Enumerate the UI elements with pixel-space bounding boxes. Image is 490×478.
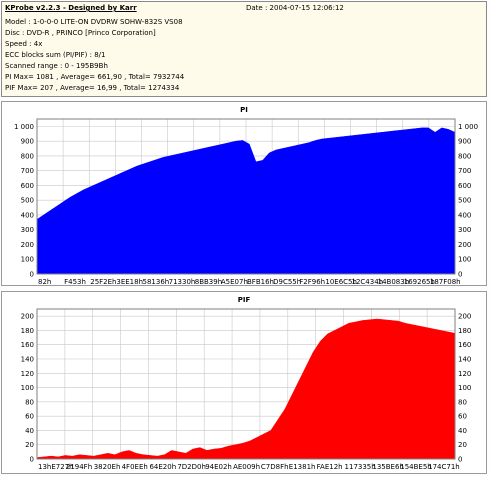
x-tick-label: 7D2D0h (177, 463, 206, 471)
y-tick-label: 160 (21, 341, 34, 349)
y-tick-label: 0 (30, 271, 34, 279)
x-tick-label: 25F2Eh (90, 278, 116, 286)
y-tick-label-right: 200 (458, 241, 471, 249)
y-tick-label-right: 800 (458, 152, 471, 160)
pif-stats: PIF Max= 207 , Average= 16,99 , Total= 1… (5, 84, 179, 92)
y-tick-label-right: 700 (458, 167, 471, 175)
y-tick-label: 400 (21, 211, 34, 219)
app-title: KProbe v2.2.3 - Designed by Karr (5, 4, 137, 12)
pi-stats: PI Max= 1081 , Average= 661,90 , Total= … (5, 73, 184, 81)
y-tick-label-right: 600 (458, 182, 471, 190)
y-tick-label: 300 (21, 226, 34, 234)
y-tick-label: 0 (30, 456, 34, 464)
x-tick-label: 58136h (143, 278, 170, 286)
x-tick-label: 187F08h (430, 278, 461, 286)
y-tick-label-right: 100 (458, 384, 471, 392)
y-tick-label: 140 (21, 356, 34, 364)
x-tick-label: E1381h (289, 463, 316, 471)
disc-info: Disc : DVD-R , PRINCO [Princo Corporatio… (5, 29, 156, 37)
y-tick-label: 200 (21, 241, 34, 249)
y-tick-label-right: 200 (458, 313, 471, 321)
y-tick-label-right: 20 (458, 441, 467, 449)
y-tick-label: 40 (25, 427, 34, 435)
y-tick-label: 700 (21, 167, 34, 175)
x-tick-label: C7D8Fh (261, 463, 289, 471)
scanned-range: Scanned range : 0 - 195B9Bh (5, 62, 108, 70)
x-tick-label: 154BE5h (400, 463, 431, 471)
x-tick-label: A5E07h (221, 278, 248, 286)
ecc-info: ECC blocks sum (PI/PIF) : 8/1 (5, 51, 106, 59)
y-tick-label: 500 (21, 197, 34, 205)
x-tick-label: 71330h (169, 278, 196, 286)
y-tick-label-right: 100 (458, 256, 471, 264)
y-tick-label: 900 (21, 138, 34, 146)
info-panel: KProbe v2.2.3 - Designed by Karr Date : … (1, 1, 487, 97)
y-tick-label: 100 (21, 384, 34, 392)
scan-date: Date : 2004-07-15 12:06:12 (246, 4, 344, 12)
y-tick-label-right: 400 (458, 211, 471, 219)
x-tick-label: AE009h (233, 463, 260, 471)
x-tick-label: 174C71h (428, 463, 460, 471)
speed-info: Speed : 4x (5, 40, 42, 48)
y-tick-label-right: 80 (458, 398, 467, 406)
x-tick-label: 64E20h (149, 463, 176, 471)
y-tick-label-right: 60 (458, 413, 467, 421)
y-tick-label: 120 (21, 370, 34, 378)
x-tick-label: 135BE6h (372, 463, 403, 471)
x-tick-label: D9C55h (273, 278, 301, 286)
pi-chart-panel: PI 0 100 200 300 400 500 600 700 800 900 1 000 0 100… (1, 101, 487, 286)
x-tick-label: BFB16h (247, 278, 274, 286)
x-tick-label: FAE12h (317, 463, 343, 471)
x-tick-label: 2194Fh (66, 463, 92, 471)
x-tick-label: F2F96h (299, 278, 325, 286)
x-tick-label: 3820Eh (94, 463, 121, 471)
x-tick-label: 8BB39h (195, 278, 222, 286)
y-tick-label: 1 000 (14, 123, 34, 131)
y-tick-label-right: 140 (458, 356, 471, 364)
y-tick-label: 80 (25, 398, 34, 406)
y-tick-label-right: 1 000 (458, 123, 478, 131)
y-tick-label-right: 300 (458, 226, 471, 234)
y-tick-label: 180 (21, 327, 34, 335)
pif-chart-panel: PIF 0 20 40 60 80 100 120 140 160 180 200 0 20 40 60 80… (1, 291, 487, 474)
x-tick-label: F453h (64, 278, 86, 286)
pif-chart: 0204060801001201401601802000204060801001… (2, 292, 488, 475)
y-tick-label-right: 160 (458, 341, 471, 349)
x-tick-label: 3EE18h (116, 278, 143, 286)
y-tick-label: 60 (25, 413, 34, 421)
y-tick-label-right: 500 (458, 197, 471, 205)
y-tick-label-right: 180 (458, 327, 471, 335)
y-tick-label: 800 (21, 152, 34, 160)
x-tick-label: 82h (38, 278, 51, 286)
y-tick-label: 600 (21, 182, 34, 190)
y-tick-label-right: 120 (458, 370, 471, 378)
y-tick-label: 100 (21, 256, 34, 264)
x-tick-label: 4F0EEh (122, 463, 148, 471)
y-tick-label: 20 (25, 441, 34, 449)
x-tick-label: 94E02h (205, 463, 232, 471)
y-tick-label-right: 40 (458, 427, 467, 435)
y-tick-label: 200 (21, 313, 34, 321)
y-tick-label-right: 900 (458, 138, 471, 146)
drive-model: Model : 1-0-0-0 LITE-ON DVDRW SOHW-832S … (5, 18, 183, 26)
x-tick-label: 117335h (345, 463, 376, 471)
